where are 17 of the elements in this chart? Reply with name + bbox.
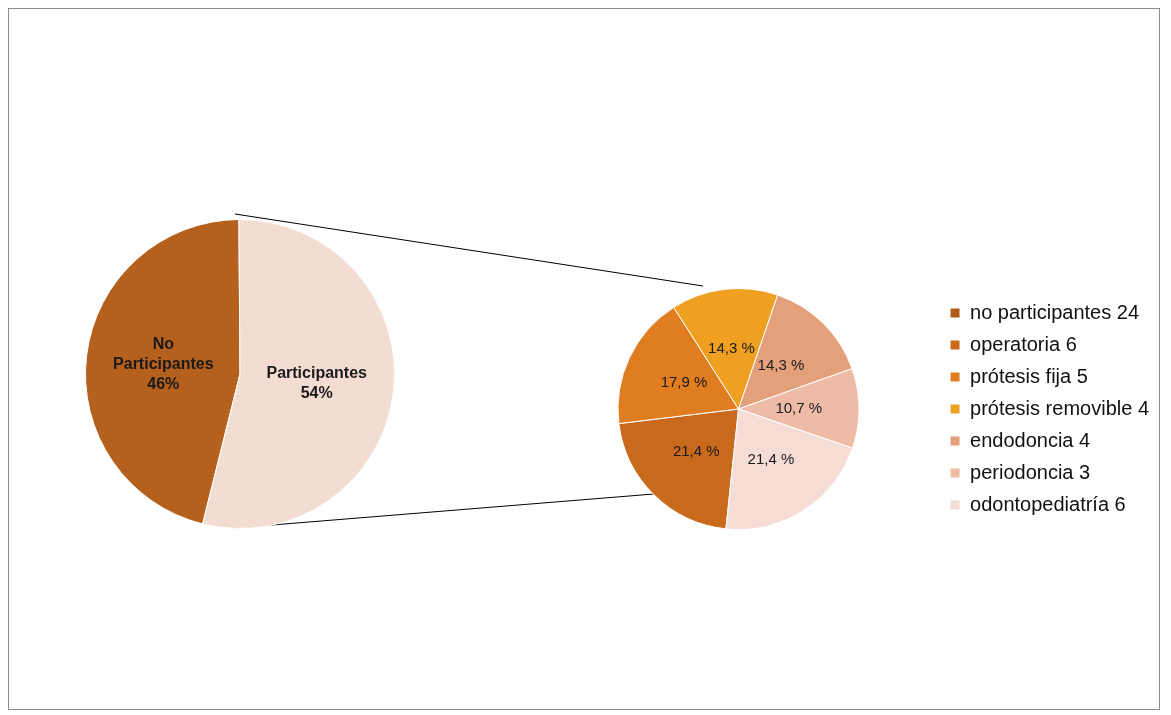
data-label: 10,7 % — [775, 398, 823, 416]
data-label: 46% — [147, 375, 180, 393]
slice-label: Participantes — [266, 363, 368, 381]
data-label: 21,4 % — [747, 449, 795, 467]
legend-label: prótesis fija 5 — [970, 364, 1088, 387]
data-label: 21,4 % — [672, 442, 720, 460]
legend-label: prótesis removible 4 — [970, 396, 1149, 419]
legend-label: odontopediatría 6 — [970, 492, 1126, 515]
legend-label: operatoria 6 — [970, 332, 1077, 355]
data-label: 14,3 % — [708, 339, 755, 357]
data-label: 17,9 % — [660, 373, 708, 391]
legend-label: no participantes 24 — [970, 300, 1140, 323]
slice-label: No Participantes — [113, 335, 214, 373]
data-label: 14,3 % — [757, 356, 805, 374]
legend-label: endodoncia 4 — [970, 428, 1091, 451]
data-label: 54% — [300, 383, 333, 401]
legend-label: periodoncia 3 — [970, 460, 1091, 483]
